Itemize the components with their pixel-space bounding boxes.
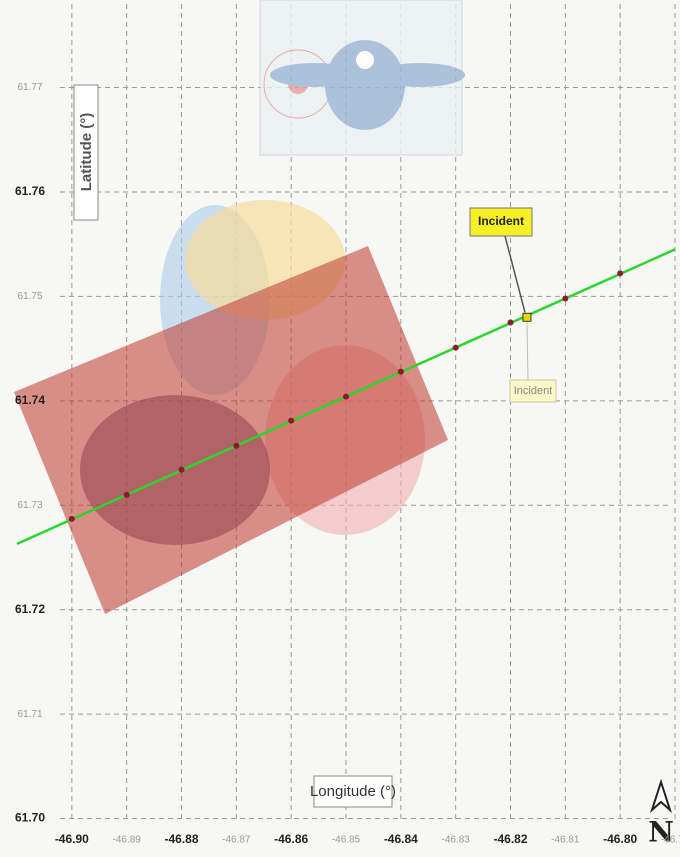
y-tick-label: 61.72 [15, 602, 45, 616]
x-tick-label: -46.86 [274, 832, 308, 846]
track-point [343, 393, 349, 400]
x-tick-label: -46.83 [441, 835, 470, 846]
north-label: N [648, 816, 674, 849]
track-point [562, 295, 569, 302]
x-tick-label: -46.87 [222, 835, 251, 846]
x-tick-label: -46.79 [661, 835, 680, 846]
annotation-box [509, 379, 557, 403]
x-tick-label: -46.88 [164, 832, 198, 846]
track-point [397, 368, 404, 375]
y-tick-label: 61.76 [15, 184, 45, 198]
annotation-box [469, 207, 533, 237]
x-tick-label: -46.90 [55, 832, 89, 846]
track-point [288, 417, 295, 424]
north-arrow [649, 778, 673, 814]
cloud-layer [14, 200, 448, 614]
track-point [507, 319, 514, 326]
inset-picture [259, 0, 465, 156]
x-tick-label: -46.89 [112, 835, 141, 846]
y-tick-label: 61.70 [15, 811, 45, 825]
track-point [233, 442, 240, 449]
y-label-box [73, 84, 99, 221]
track-point [123, 491, 130, 498]
y-axis-label: Latitude (°) [78, 113, 95, 192]
annotation-arrow [504, 235, 526, 313]
x-tick-label: -46.85 [332, 835, 361, 846]
track-point [452, 344, 459, 351]
annotation-arrow [526, 322, 529, 381]
y-tick-label: 61.77 [17, 82, 42, 93]
x-tick-label: -46.82 [493, 832, 527, 846]
x-tick-label: -46.84 [384, 832, 418, 846]
annotation: Incident [514, 385, 553, 397]
track-point [68, 515, 75, 522]
x-axis-label: Longitude (°) [310, 783, 396, 800]
x-label-box [313, 775, 393, 808]
x-tick-label: -46.81 [551, 835, 580, 846]
y-tick-label: 61.74 [15, 393, 45, 407]
annotation: Incident [478, 214, 524, 228]
y-tick-label: 61.75 [17, 291, 42, 302]
x-tick-label: -46.80 [603, 832, 637, 846]
track-point [617, 270, 624, 277]
y-tick-label: 61.71 [17, 709, 42, 720]
track-point [178, 466, 185, 473]
incident-point [522, 312, 532, 322]
y-tick-label: 61.73 [17, 500, 42, 511]
